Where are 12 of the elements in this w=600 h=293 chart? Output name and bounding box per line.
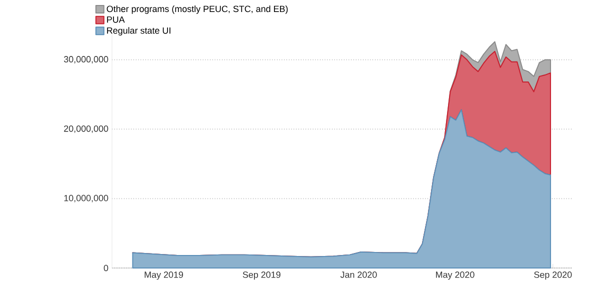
y-tick-label: 10,000,000: [64, 194, 108, 202]
y-tick-label: 30,000,000: [64, 56, 108, 64]
x-tick-label: Sep 2020: [534, 272, 572, 280]
x-tick-label: Sep 2019: [242, 272, 280, 280]
x-tick-label: Jan 2020: [340, 272, 377, 278]
x-tick-label: May 2020: [436, 272, 474, 280]
legend-label: Regular state UI: [107, 27, 170, 36]
legend-label: Other programs (mostly PEUC, STC, and EB): [106, 6, 288, 14]
y-tick-label: 0: [104, 264, 108, 272]
x-tick-label: May 2019: [144, 272, 183, 280]
legend-label: PUA: [107, 16, 125, 23]
y-tick-label: 20,000,000: [64, 125, 108, 133]
